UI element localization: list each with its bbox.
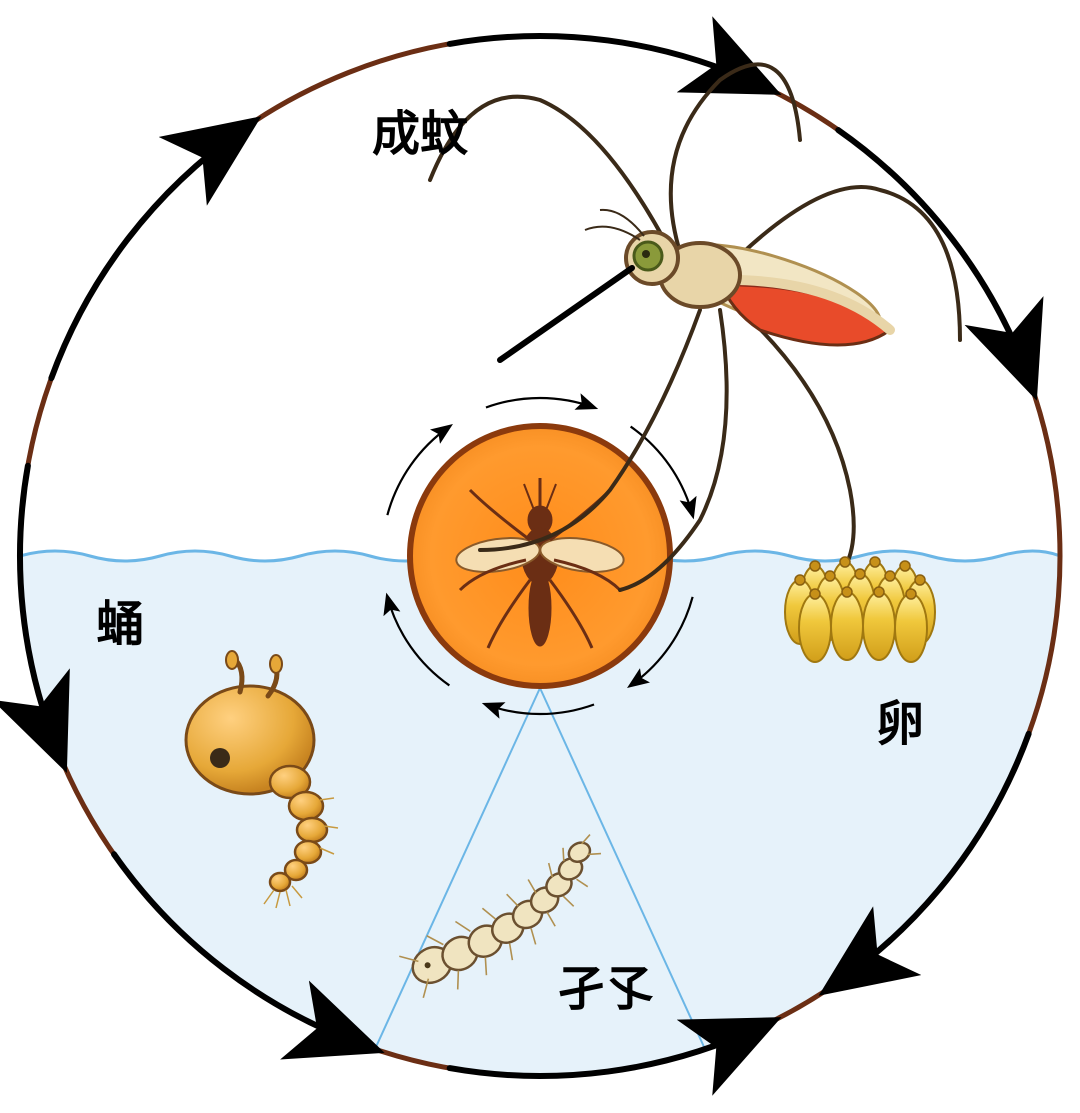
life-cycle-diagram: 成蚊 卵 孑孓 蛹 <box>0 0 1080 1113</box>
stage-label-egg: 卵 <box>876 698 924 751</box>
stage-label-adult: 成蚊 <box>372 108 469 161</box>
stage-label-pupa: 蛹 <box>96 598 144 651</box>
center-disc <box>410 426 670 686</box>
stage-label-larva: 孑孓 <box>557 963 654 1016</box>
eggs-illustration <box>785 557 935 662</box>
